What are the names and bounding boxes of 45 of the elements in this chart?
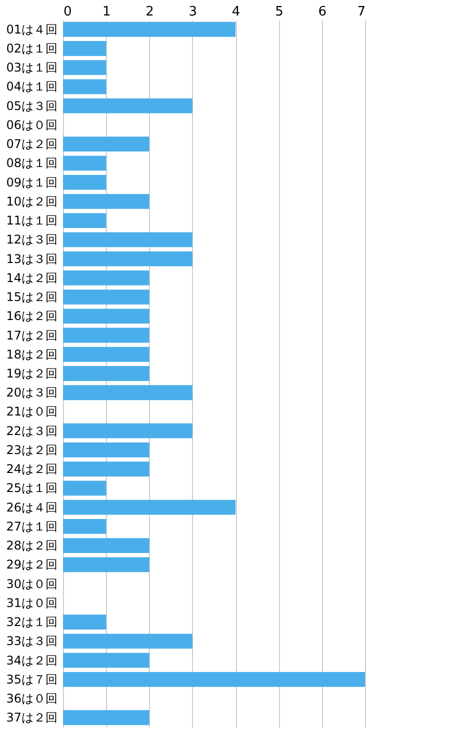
x-tick-label: 7: [357, 4, 366, 20]
y-tick-label: 33は３回: [6, 634, 58, 648]
y-tick-label: 10は２回: [6, 194, 58, 208]
y-tick-label: 13は３回: [6, 252, 58, 266]
y-tick-label: 35は７回: [6, 672, 58, 686]
y-tick-label: 27は１回: [6, 519, 58, 534]
y-tick-label: 05は３回: [6, 98, 58, 113]
y-tick-label: 01は４回: [6, 22, 58, 36]
y-tick-label: 16は２回: [6, 309, 58, 324]
x-tick-label: 2: [146, 4, 154, 20]
y-tick-label: 31は０回: [6, 596, 58, 610]
y-tick-label: 34は２回: [6, 653, 58, 668]
y-tick-label: 20は３回: [6, 386, 58, 400]
x-tick-label: 1: [102, 4, 111, 20]
y-tick-label: 25は１回: [6, 481, 58, 496]
x-tick-label: 6: [318, 4, 326, 20]
y-tick-label: 28は２回: [6, 538, 58, 553]
y-tick-label: 26は４回: [6, 500, 58, 514]
y-tick-label: 08は１回: [6, 156, 58, 170]
y-tick-label: 29は２回: [6, 558, 58, 572]
y-tick-label: 37は２回: [6, 710, 58, 725]
x-tick-label: 3: [188, 4, 198, 20]
y-tick-label: 18は２回: [6, 347, 58, 362]
y-tick-label: 17は２回: [6, 328, 58, 342]
y-tick-label: 19は２回: [6, 366, 58, 380]
x-tick-label: 4: [232, 4, 240, 20]
y-tick-label: 14は２回: [6, 270, 58, 285]
y-tick-label: 11は１回: [6, 214, 58, 228]
y-tick-label: 03は１回: [6, 60, 58, 75]
y-tick-label: 22は３回: [6, 424, 58, 438]
y-tick-label: 24は２回: [6, 462, 58, 476]
y-tick-label: 23は２回: [6, 442, 58, 457]
y-tick-label: 09は１回: [6, 175, 58, 190]
y-tick-label: 12は３回: [6, 232, 58, 247]
y-tick-label: 15は２回: [6, 290, 58, 304]
y-tick-label: 06は０回: [6, 118, 58, 132]
x-tick-label: 5: [275, 4, 284, 20]
y-tick-label: 36は０回: [6, 692, 58, 706]
y-tick-label: 02は１回: [6, 41, 58, 56]
y-tick-label: 21は０回: [6, 404, 58, 419]
y-tick-label: 04は１回: [6, 80, 58, 94]
y-tick-label: 30は０回: [6, 576, 58, 591]
y-tick-label: 32は１回: [6, 615, 58, 630]
y-tick-label: 07は２回: [6, 137, 58, 152]
x-tick-label: 0: [64, 4, 72, 20]
